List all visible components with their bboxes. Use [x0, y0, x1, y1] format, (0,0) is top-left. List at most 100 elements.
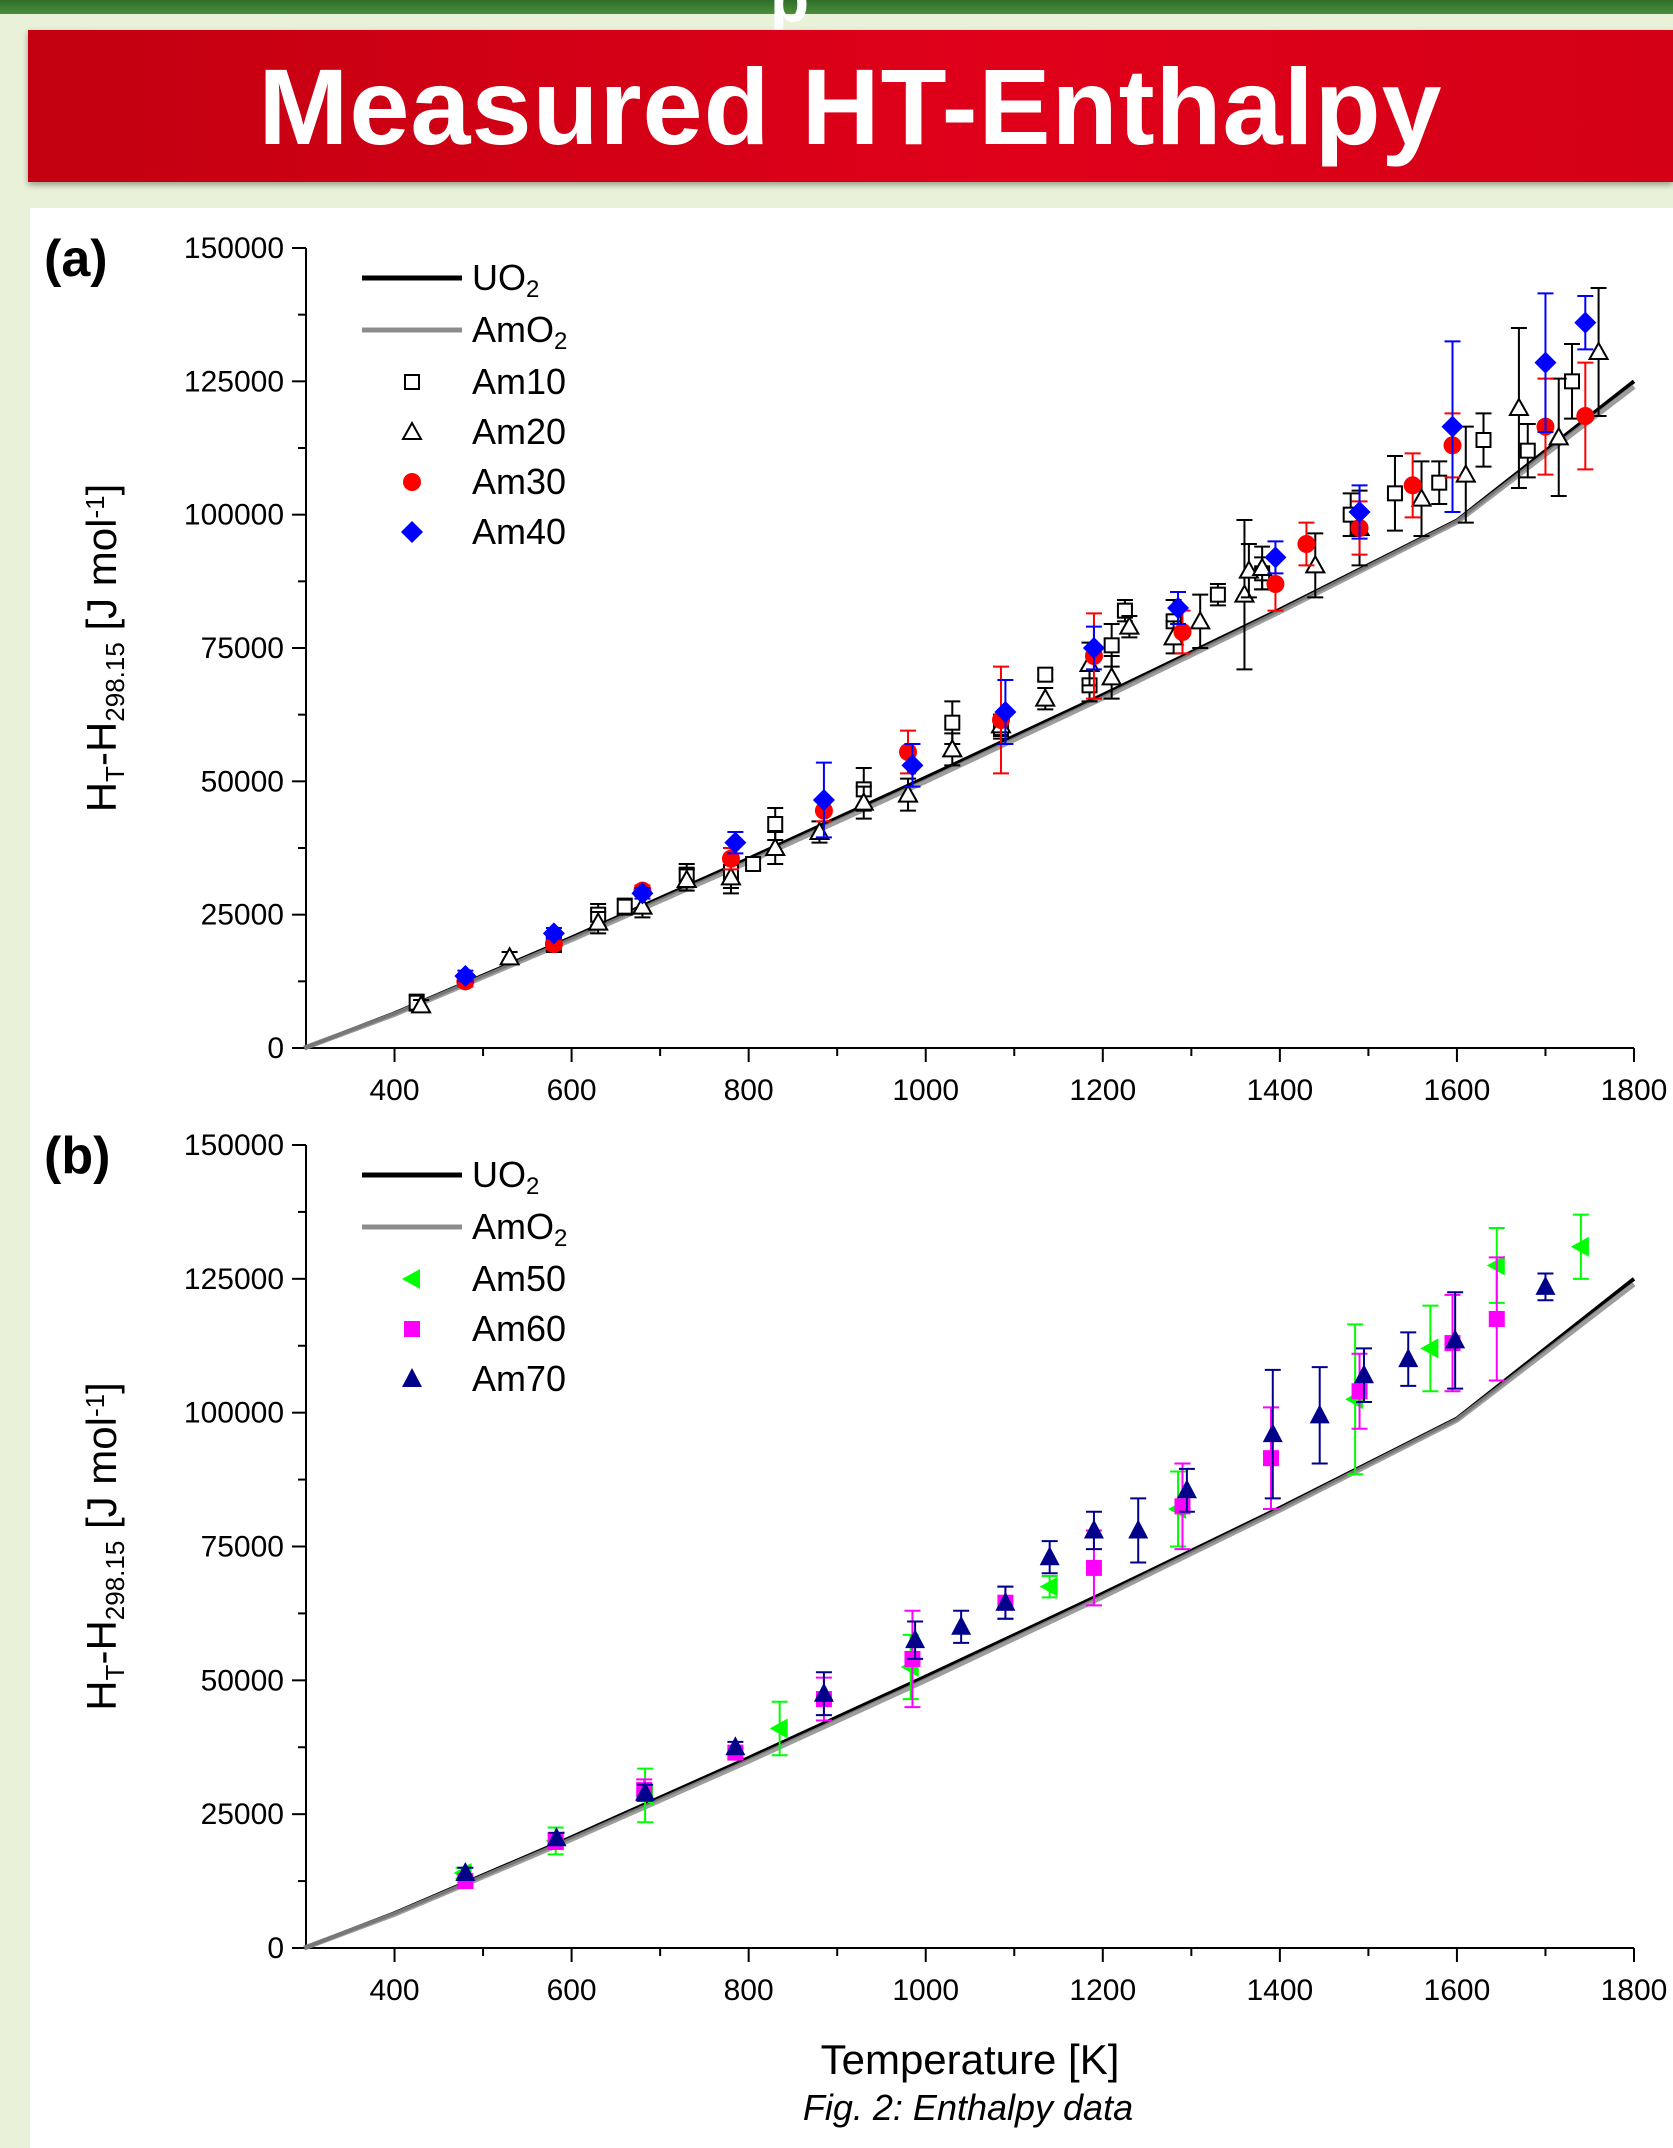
- y-tick-label: 100000: [184, 1397, 284, 1430]
- data-point: [498, 946, 521, 966]
- data-point: [1233, 583, 1256, 603]
- legend-marker: [404, 1321, 420, 1337]
- data-point: [1570, 1236, 1589, 1257]
- legend: UO2 AmO2 Am50 Am60 Am70: [362, 1154, 567, 1399]
- y-tick-label: 150000: [184, 232, 284, 265]
- y-tick-label: 100000: [184, 499, 284, 532]
- legend-label: UO2: [472, 257, 539, 303]
- data-point: [1251, 556, 1273, 576]
- y-tick-label: 0: [267, 1032, 284, 1065]
- data-point: [1262, 1423, 1283, 1443]
- data-point: [725, 1736, 746, 1756]
- y-tick-label: 150000: [184, 1129, 284, 1162]
- data-point: [542, 922, 565, 945]
- x-tick-label: 1600: [1424, 1074, 1491, 1107]
- data-point: [1420, 1338, 1439, 1359]
- x-tick-label: 1800: [1601, 1974, 1668, 2007]
- data-point: [1574, 311, 1597, 334]
- top-header-strip: p: [0, 0, 1673, 35]
- x-tick-label: 600: [547, 1974, 597, 2007]
- data-point: [1445, 1329, 1466, 1349]
- panel-label: (b): [44, 1127, 110, 1185]
- data-point: [1263, 1450, 1280, 1467]
- data-point: [1176, 1479, 1197, 1499]
- legend-label: Am60: [472, 1308, 566, 1349]
- data-point: [587, 911, 609, 931]
- data-point: [1189, 610, 1211, 630]
- data-point: [1264, 546, 1287, 569]
- panel-label: (a): [44, 230, 108, 288]
- y-tick-label: 50000: [201, 1664, 284, 1697]
- legend-marker: [401, 521, 423, 543]
- data-point: [1118, 615, 1141, 635]
- data-point: [1128, 1519, 1149, 1539]
- y-tick-label: 25000: [201, 899, 284, 932]
- x-tick-label: 1800: [1601, 1074, 1668, 1107]
- legend-marker: [403, 473, 421, 491]
- legend-label: AmO2: [472, 309, 567, 355]
- data-point: [1519, 442, 1536, 459]
- title-banner: Measured HT-Enthalpy: [28, 30, 1673, 182]
- x-tick-label: 800: [724, 1074, 774, 1107]
- data-point: [1508, 396, 1530, 416]
- data-point: [813, 1682, 834, 1702]
- header-strip-letter: p: [770, 0, 809, 36]
- data-point: [901, 754, 924, 777]
- data-point: [812, 789, 835, 811]
- legend-label: Am30: [472, 461, 566, 502]
- data-point: [1587, 340, 1610, 360]
- legend-label: UO2: [472, 1154, 539, 1200]
- data-point: [1431, 474, 1448, 491]
- y-axis-title: HT-H298.15 [J mol-1]: [78, 1382, 130, 1711]
- legend-marker: [404, 374, 420, 390]
- data-point: [675, 868, 698, 888]
- data-point: [546, 1827, 567, 1847]
- data-point: [941, 738, 964, 758]
- x-tick-label: 1400: [1246, 1074, 1313, 1107]
- figure-panel: (a) 0 25000 50000 75000 100000 125000 150000 400…: [30, 208, 1673, 2148]
- data-point: [1034, 687, 1056, 707]
- legend-marker: [401, 420, 423, 440]
- data-point: [1441, 415, 1464, 438]
- data-point: [616, 898, 633, 915]
- series-am50: [453, 1213, 1589, 1884]
- chart-panel-0: (a) 0 25000 50000 75000 100000 125000 150000 400…: [44, 230, 1667, 1107]
- data-point: [995, 1591, 1016, 1611]
- legend-label: Am20: [472, 411, 566, 452]
- y-tick-label: 125000: [184, 1263, 284, 1296]
- legend: UO2 AmO2 Am10 Am20 Am30 Am40: [362, 257, 567, 552]
- x-axis-title: Temperature [K]: [821, 2036, 1120, 2083]
- series-am30: [456, 361, 1595, 991]
- data-point: [1039, 1546, 1060, 1566]
- series-am10: [408, 343, 1581, 1012]
- legend-label: AmO2: [472, 1206, 567, 1252]
- x-tick-label: 1600: [1424, 1974, 1491, 2007]
- x-tick-label: 1400: [1246, 1974, 1313, 2007]
- legend-marker: [402, 1368, 422, 1387]
- x-tick-label: 1000: [892, 1074, 959, 1107]
- x-tick-label: 400: [370, 1974, 420, 2007]
- series-line-amo2: [303, 1282, 1636, 1951]
- data-point: [720, 866, 742, 886]
- y-tick-label: 50000: [201, 765, 284, 798]
- legend-label: Am50: [472, 1258, 566, 1299]
- data-point: [1116, 602, 1133, 619]
- data-point: [635, 1781, 656, 1801]
- data-point: [1167, 597, 1190, 619]
- x-tick-label: 1000: [892, 1974, 959, 2007]
- series-line-amo2: [303, 384, 1636, 1051]
- data-point: [1297, 535, 1316, 553]
- data-point: [454, 965, 477, 987]
- data-point: [1309, 1404, 1330, 1424]
- data-point: [1455, 463, 1477, 483]
- data-point: [1535, 1275, 1556, 1295]
- data-point: [853, 791, 875, 811]
- data-point: [1266, 575, 1285, 593]
- y-tick-label: 0: [267, 1932, 284, 1965]
- data-point: [994, 701, 1017, 723]
- series-am40: [454, 292, 1597, 987]
- data-point: [767, 816, 784, 832]
- data-point: [1082, 637, 1105, 659]
- data-point: [905, 1629, 926, 1649]
- x-tick-label: 800: [724, 1974, 774, 2007]
